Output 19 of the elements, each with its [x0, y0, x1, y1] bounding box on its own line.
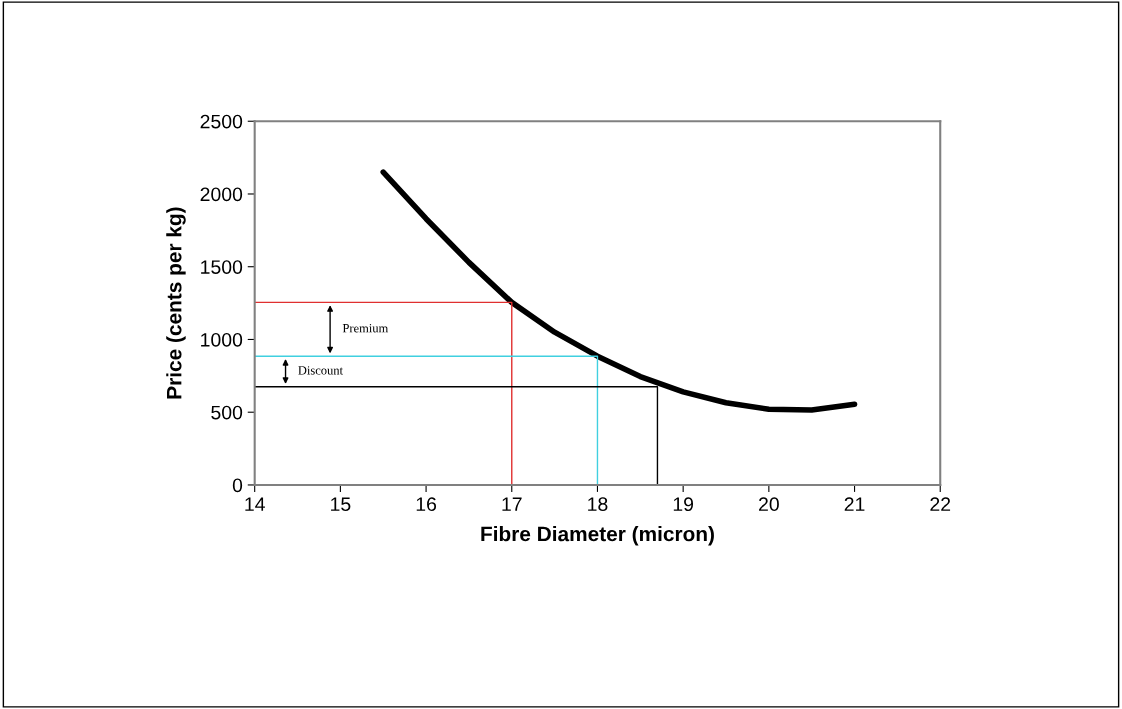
y-tick-label: 0 — [232, 478, 243, 493]
x-tick-label: 18 — [588, 497, 608, 512]
y-tick-label: 2000 — [200, 187, 243, 202]
x-tick-label: 20 — [759, 497, 779, 512]
y-axis-title: Price (cents per kg) — [166, 207, 186, 399]
x-axis-title: Fibre Diameter (micron) — [481, 526, 714, 546]
x-tick-label: 19 — [673, 497, 694, 512]
x-tick-label: 14 — [245, 497, 265, 511]
x-tick-label: 22 — [930, 497, 951, 511]
y-tick-label: 500 — [211, 405, 243, 420]
x-tick-label: 15 — [331, 497, 351, 512]
y-tick-label: 2500 — [200, 114, 243, 129]
annotation: Discount — [298, 366, 343, 375]
x-tick-label: 21 — [844, 497, 865, 511]
y-tick-label: 1000 — [201, 332, 243, 347]
y-tick-label: 1500 — [201, 260, 243, 274]
annotation: Premium — [342, 324, 389, 333]
x-tick-label: 17 — [502, 497, 522, 511]
x-tick-label: 16 — [416, 497, 437, 512]
